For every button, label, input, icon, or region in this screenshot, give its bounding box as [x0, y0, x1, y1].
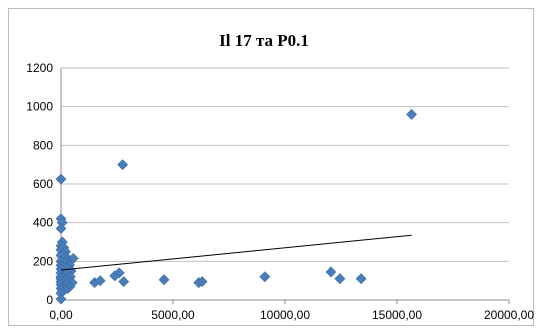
chart-title: Il 17 та P0.1 [219, 31, 309, 50]
data-point [334, 273, 346, 285]
y-tick-label: 0 [46, 293, 53, 307]
data-point [113, 267, 125, 279]
data-point [117, 159, 129, 171]
axes [60, 68, 510, 304]
data-point [355, 273, 367, 285]
data-point [55, 293, 67, 305]
x-tick-label: 5000,00 [151, 308, 195, 322]
trendline [60, 234, 412, 271]
data-point [55, 223, 67, 234]
gridlines [61, 67, 509, 262]
data-point [67, 253, 79, 264]
trendline-layer [60, 234, 412, 271]
data-point [325, 266, 337, 278]
y-tick-label: 200 [33, 254, 53, 268]
y-tick-label: 400 [33, 216, 53, 230]
x-axis-ticks: 0,00 5000,00 10000,00 15000,00 20000,00 [49, 308, 534, 322]
chart-frame: Il 17 та P0.1 0 200 400 600 800 1000 1200 0,00… [8, 8, 534, 326]
data-point [94, 275, 106, 287]
y-tick-label: 600 [33, 177, 53, 191]
y-tick-label: 800 [33, 138, 53, 152]
x-tick-label: 15000,00 [372, 308, 422, 322]
y-tick-label: 1200 [26, 61, 53, 75]
data-point [118, 276, 130, 288]
data-points [55, 108, 417, 305]
data-point [259, 271, 271, 283]
data-point [158, 274, 170, 286]
data-point [55, 173, 67, 185]
data-point [406, 108, 417, 120]
y-axis-ticks: 0 200 400 600 800 1000 1200 [26, 61, 53, 307]
x-tick-label: 0,00 [49, 308, 73, 322]
scatter-chart: Il 17 та P0.1 0 200 400 600 800 1000 1200 0,00… [26, 31, 534, 322]
x-tick-label: 20000,00 [484, 308, 534, 322]
data-point [196, 276, 208, 288]
x-tick-label: 10000,00 [260, 308, 310, 322]
y-tick-label: 1000 [26, 100, 53, 114]
